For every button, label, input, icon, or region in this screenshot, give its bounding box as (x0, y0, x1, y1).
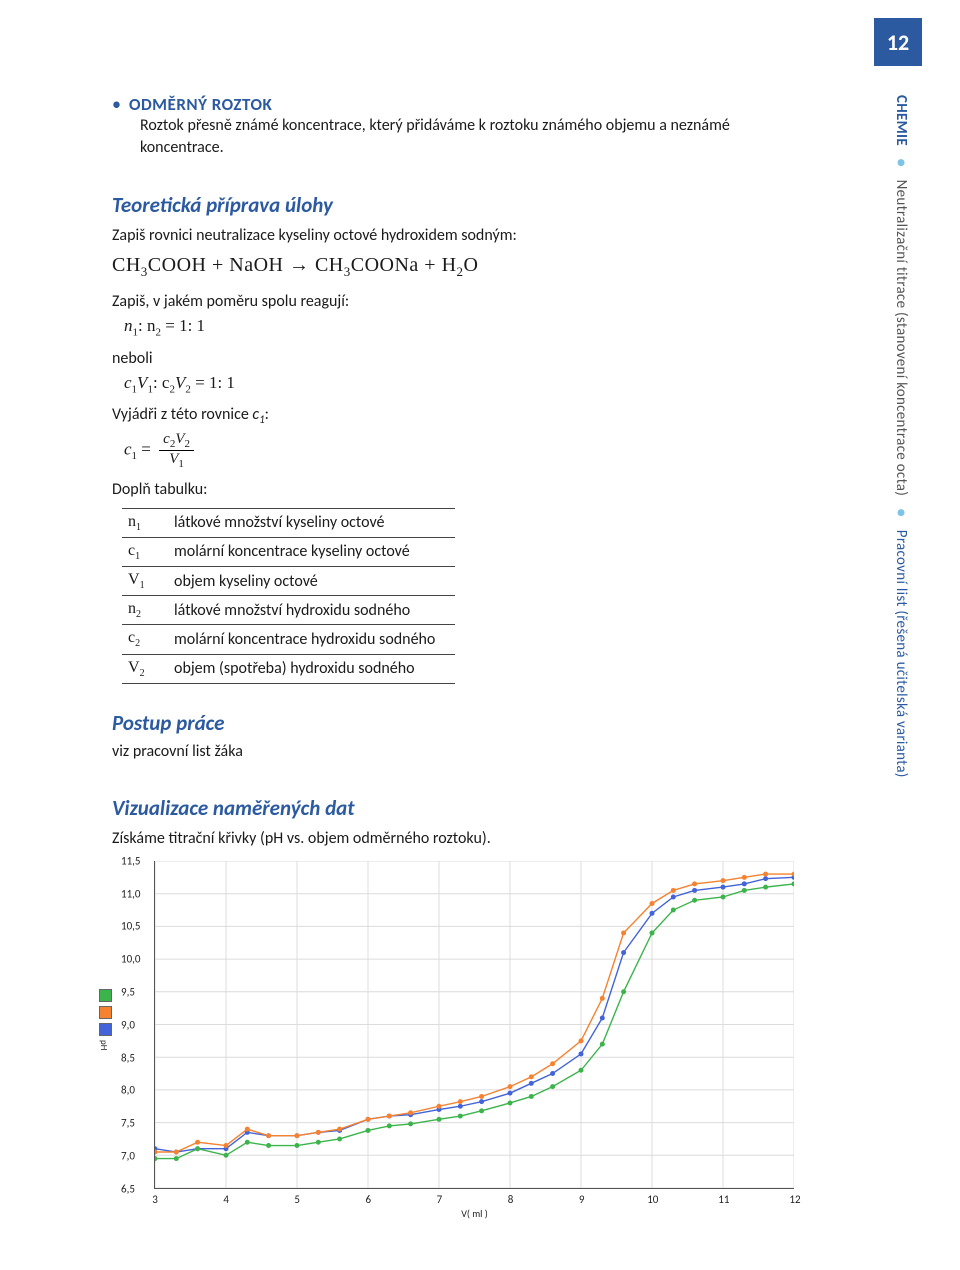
chart-ytick: 7,5 (121, 1117, 135, 1130)
table-symbol: n1 (122, 508, 168, 537)
section-heading-teorie: Teoretická příprava úlohy (112, 192, 792, 218)
legend-swatch (99, 1023, 112, 1036)
chart-ylabel: pH (96, 1040, 109, 1050)
bullet-body: Roztok přesně známé koncentrace, který p… (140, 115, 792, 158)
m: : n (138, 316, 155, 335)
sidebar-subtitle: Neutralizační titrace (stanovení koncent… (892, 180, 910, 496)
chart-ytick: 10,5 (121, 920, 140, 933)
table-symbol: V1 (122, 567, 168, 596)
line-vyjadri: Vyjádři z této rovnice c1: (112, 403, 792, 429)
chart-ytick: 6,5 (121, 1182, 135, 1195)
chart-ytick: 8,0 (121, 1084, 135, 1097)
m: c (124, 373, 132, 392)
m: c (163, 431, 170, 447)
chart-xtick: 11 (718, 1193, 729, 1206)
page-number-badge: 12 (874, 18, 922, 66)
table-desc: molární koncentrace hydroxidu sodného (168, 625, 455, 654)
table-desc: objem kyseliny octové (168, 567, 455, 596)
chart-ytick: 11,5 (121, 854, 140, 867)
chart-ytick: 8,5 (121, 1051, 135, 1064)
table-symbol: V2 (122, 654, 168, 683)
viz-caption: Získáme titrační křivky (pH vs. objem od… (112, 827, 792, 851)
chart-ytick: 9,0 (121, 1018, 135, 1031)
chart-xtick: 6 (366, 1193, 372, 1206)
eq-sub: 3 (141, 264, 148, 279)
definitions-table: n1látkové množství kyseliny octovéc1molá… (122, 508, 455, 684)
sidebar-dot-2: ● (892, 504, 910, 522)
chart-svg (155, 861, 794, 1188)
bullet-dot-icon: • (112, 95, 121, 113)
table-symbol: c2 (122, 625, 168, 654)
m: V (175, 373, 185, 392)
legend-swatch (99, 989, 112, 1002)
chart-ytick: 9,5 (121, 985, 135, 998)
m: c (124, 439, 132, 458)
chart-ytick: 10,0 (121, 953, 140, 966)
chart-xtick: 7 (437, 1193, 443, 1206)
eq-part: COONa + H (351, 254, 457, 276)
table-row: n1látkové množství kyseliny octové (122, 508, 455, 537)
chart-xtick: 12 (789, 1193, 800, 1206)
sidebar-dot-1: ● (892, 154, 910, 172)
table-desc: látkové množství kyseliny octové (168, 508, 455, 537)
eq-part: O (464, 254, 479, 276)
eq-part: CH (112, 254, 141, 276)
chart-xtick: 4 (223, 1193, 229, 1206)
bullet-title: ODMĚRNÝ ROZTOK (129, 94, 272, 115)
table-row: c2molární koncentrace hydroxidu sodného (122, 625, 455, 654)
chart-xtick: 10 (647, 1193, 658, 1206)
m: = (137, 439, 155, 458)
table-desc: molární koncentrace kyseliny octové (168, 537, 455, 566)
chart-xtick: 9 (579, 1193, 585, 1206)
m: : c (153, 373, 170, 392)
ratio-cv: c1V1: c2V2 = 1: 1 (124, 373, 792, 395)
sidebar-chem: CHEMIE (892, 95, 910, 146)
line-zapis-pomer: Zapiš, v jakém poměru spolu reagují: (112, 290, 792, 314)
line-zapis-rovnici: Zapiš rovnici neutralizace kyseliny octo… (112, 224, 792, 248)
table-row: V2objem (spotřeba) hydroxidu sodného (122, 654, 455, 683)
m: V (169, 451, 178, 467)
neboli: neboli (112, 347, 792, 371)
eq-part: COOH + NaOH → CH (148, 254, 344, 276)
chart-ytick: 11,0 (121, 887, 140, 900)
section-heading-viz: Vizualizace naměřených dat (112, 795, 792, 821)
t: : (265, 405, 269, 424)
table-symbol: n2 (122, 596, 168, 625)
table-row: c1molární koncentrace kyseliny octové (122, 537, 455, 566)
eq-sub: 2 (457, 264, 464, 279)
chart-legend: pH (99, 989, 112, 1050)
m: = 1: 1 (161, 316, 205, 335)
m: V (137, 373, 147, 392)
sidebar-vertical-text: CHEMIE ● Neutralizační titrace (stanoven… (892, 95, 910, 778)
eq-sub: 3 (344, 264, 351, 279)
titration-chart: 6,57,07,58,08,59,09,510,010,511,011,5 34… (154, 861, 794, 1189)
sidebar-note: Pracovní list (řešená učitelská varianta… (892, 530, 910, 778)
chemical-equation: CH3COOH + NaOH → CH3COONa + H2O (112, 254, 792, 280)
chart-xlabel: V( ml ) (461, 1207, 488, 1220)
ratio-n: n1: n2 = 1: 1 (124, 316, 792, 338)
legend-swatch (99, 1006, 112, 1019)
table-symbol: c1 (122, 537, 168, 566)
m: n (124, 316, 133, 335)
postup-note: viz pracovní list žáka (112, 742, 792, 761)
section-heading-postup: Postup práce (112, 710, 792, 736)
chart-xtick: 5 (294, 1193, 300, 1206)
table-desc: látkové množství hydroxidu sodného (168, 596, 455, 625)
m: = 1: 1 (191, 373, 235, 392)
c1-equation: c1 = c2V2 V1 (124, 431, 792, 470)
t: Vyjádři z této rovnice (112, 405, 252, 424)
line-dopln-tabulku: Doplň tabulku: (112, 478, 792, 502)
table-row: V1objem kyseliny octové (122, 567, 455, 596)
table-row: n2látkové množství hydroxidu sodného (122, 596, 455, 625)
chart-xtick: 3 (152, 1193, 158, 1206)
chart-xtick: 8 (508, 1193, 514, 1206)
table-desc: objem (spotřeba) hydroxidu sodného (168, 654, 455, 683)
chart-ytick: 7,0 (121, 1149, 135, 1162)
